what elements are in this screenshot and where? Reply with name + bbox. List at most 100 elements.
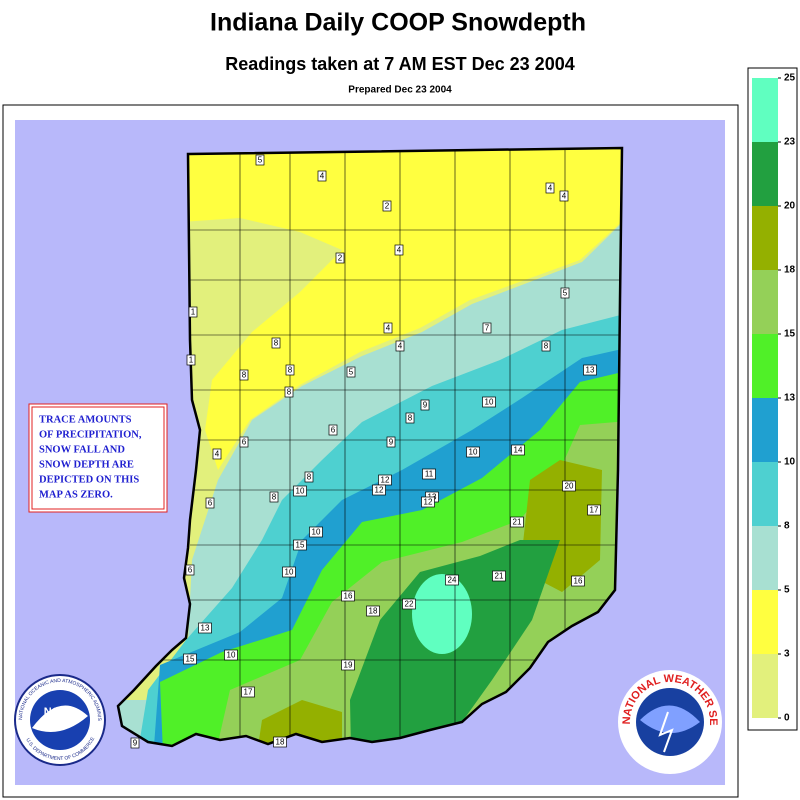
station-box: [346, 366, 356, 378]
station-value: 4: [562, 192, 567, 201]
station-box: [188, 306, 198, 318]
station-value: 16: [574, 577, 583, 586]
station-box: [366, 605, 380, 617]
station-value: 4: [320, 172, 325, 181]
zone: [180, 148, 622, 470]
note-line: SNOW FALL AND: [39, 444, 125, 455]
station-value: 10: [285, 568, 294, 577]
station-box: [205, 497, 215, 509]
station-box: [420, 399, 430, 411]
note: TRACE AMOUNTS OF PRECIPITATION, SNOW FALL …: [39, 414, 142, 500]
station-value: 21: [495, 572, 504, 581]
legend-tick-label: 13: [784, 393, 796, 404]
station-value: 10: [227, 651, 236, 660]
station-value: 21: [513, 518, 522, 527]
station-value: 8: [287, 388, 292, 397]
station-box: [571, 575, 585, 587]
station-value: 1: [189, 356, 194, 365]
station-box: [183, 653, 197, 665]
station-box: [273, 736, 287, 748]
station-value: 13: [586, 366, 595, 375]
note-line: MAP AS ZERO.: [39, 489, 113, 500]
logo-bolt: [658, 711, 674, 753]
legend-band: [752, 142, 778, 206]
station-box: [241, 686, 255, 698]
station-box: [269, 491, 279, 503]
station-value: 9: [133, 739, 138, 748]
station-box: [511, 444, 525, 456]
title: Indiana Daily COOP Snowdepth: [210, 9, 586, 37]
station-box: [341, 590, 355, 602]
zone: [412, 574, 472, 654]
station-value: 24: [448, 576, 457, 585]
station-box: [304, 471, 314, 483]
station-value: 13: [201, 624, 210, 633]
station-box: [402, 598, 416, 610]
note-line: OF PRECIPITATION,: [39, 429, 142, 440]
station-value: 6: [208, 499, 213, 508]
legend-band: [752, 462, 778, 526]
station-value: 18: [369, 607, 378, 616]
legend-tick-label: 15: [784, 329, 796, 340]
station-box: [317, 170, 327, 182]
station-value: 16: [344, 592, 353, 601]
station-value: 1: [191, 308, 196, 317]
legend-tick-label: 0: [784, 713, 790, 724]
station-box: [445, 574, 459, 586]
station-value: 4: [386, 324, 391, 333]
station-value: 8: [274, 339, 279, 348]
legend-tick-label: 18: [784, 265, 796, 276]
note-line: SNOW DEPTH ARE: [39, 459, 134, 470]
station-box: [372, 484, 386, 496]
legend-band: [752, 590, 778, 654]
station-value: 6: [242, 438, 247, 447]
station-value: 4: [548, 184, 553, 193]
station-box: [560, 287, 570, 299]
station-box: [328, 424, 338, 436]
station-box: [559, 190, 569, 202]
station-value: 8: [272, 493, 277, 502]
station-value: 22: [405, 600, 414, 609]
station-value: 8: [408, 414, 413, 423]
legend-band: [752, 270, 778, 334]
legend-band: [752, 334, 778, 398]
station-value: 10: [296, 487, 305, 496]
station-value: 2: [385, 202, 390, 211]
note-box: [28, 403, 168, 513]
station-value: 10: [485, 398, 494, 407]
station-box: [545, 182, 555, 194]
logo-bird: [32, 705, 88, 732]
station-value: 20: [565, 482, 574, 491]
station-box: [510, 516, 524, 528]
station-value: 4: [397, 246, 402, 255]
station-value: 8: [288, 366, 293, 375]
legend-band: [752, 398, 778, 462]
station-box: [255, 154, 265, 166]
legend-tick-label: 5: [784, 585, 790, 596]
station-box: [212, 448, 222, 460]
station-value: 12: [424, 498, 433, 507]
station-box: [386, 436, 396, 448]
station-value: 17: [590, 506, 599, 515]
station-box: [482, 322, 492, 334]
legend-tick-label: 3: [784, 649, 790, 660]
station-box: [130, 737, 140, 749]
station-value: 5: [563, 289, 568, 298]
station-value: 9: [423, 401, 428, 410]
station-box: [198, 622, 212, 634]
station-value: 4: [215, 450, 220, 459]
station-box: [239, 369, 249, 381]
legend: 0 3 5 8 10 13 15 18 20 23 25: [752, 73, 796, 724]
note-box-inner: [31, 406, 165, 510]
station-box: [239, 436, 249, 448]
station-box: [186, 354, 196, 366]
station-box: [587, 504, 601, 516]
station-value: 12: [375, 486, 384, 495]
station-value: 8: [242, 371, 247, 380]
station-box: [466, 446, 480, 458]
station-value: 18: [276, 738, 285, 747]
note-line: TRACE AMOUNTS: [39, 414, 132, 425]
legend-tick-label: 8: [784, 521, 790, 532]
